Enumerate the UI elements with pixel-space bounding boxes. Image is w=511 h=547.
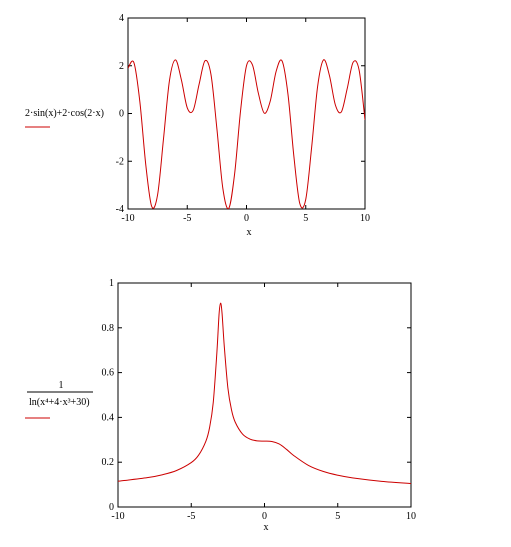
legend-label: 2·sin(x)+2·cos(2·x) xyxy=(25,108,104,119)
y-tick-label: 0 xyxy=(119,109,124,120)
data-line xyxy=(118,302,411,485)
y-tick-label: -4 xyxy=(116,204,124,215)
x-tick-label: 10 xyxy=(360,213,370,224)
y-tick-label: -2 xyxy=(116,156,124,167)
x-tick-label: 5 xyxy=(303,213,308,224)
x-tick-label: 10 xyxy=(406,511,416,522)
y-tick-label: 2 xyxy=(119,61,124,72)
y-tick-label: 4 xyxy=(119,13,124,24)
y-tick-label: 0 xyxy=(109,502,114,513)
x-tick-label: -5 xyxy=(187,511,195,522)
x-tick-label: 0 xyxy=(262,511,267,522)
x-tick-label: 0 xyxy=(244,213,249,224)
y-tick-label: 0.8 xyxy=(102,323,115,334)
y-tick-label: 1 xyxy=(109,278,114,289)
legend-numerator: 1 xyxy=(59,380,64,391)
x-axis-label: x xyxy=(264,522,269,533)
y-tick-label: 0.2 xyxy=(102,457,115,468)
x-tick-label: -5 xyxy=(183,213,191,224)
x-tick-label: -10 xyxy=(111,511,124,522)
data-line xyxy=(128,59,365,209)
x-tick-label: -10 xyxy=(121,213,134,224)
legend-denominator: ln(x⁴+4·x³+30) xyxy=(29,397,90,408)
y-tick-label: 0.4 xyxy=(102,412,115,423)
x-tick-label: 5 xyxy=(335,511,340,522)
y-tick-label: 0.6 xyxy=(102,368,115,379)
plot-frame xyxy=(127,17,366,210)
plot-frame xyxy=(117,282,412,508)
x-axis-label: x xyxy=(247,227,252,238)
